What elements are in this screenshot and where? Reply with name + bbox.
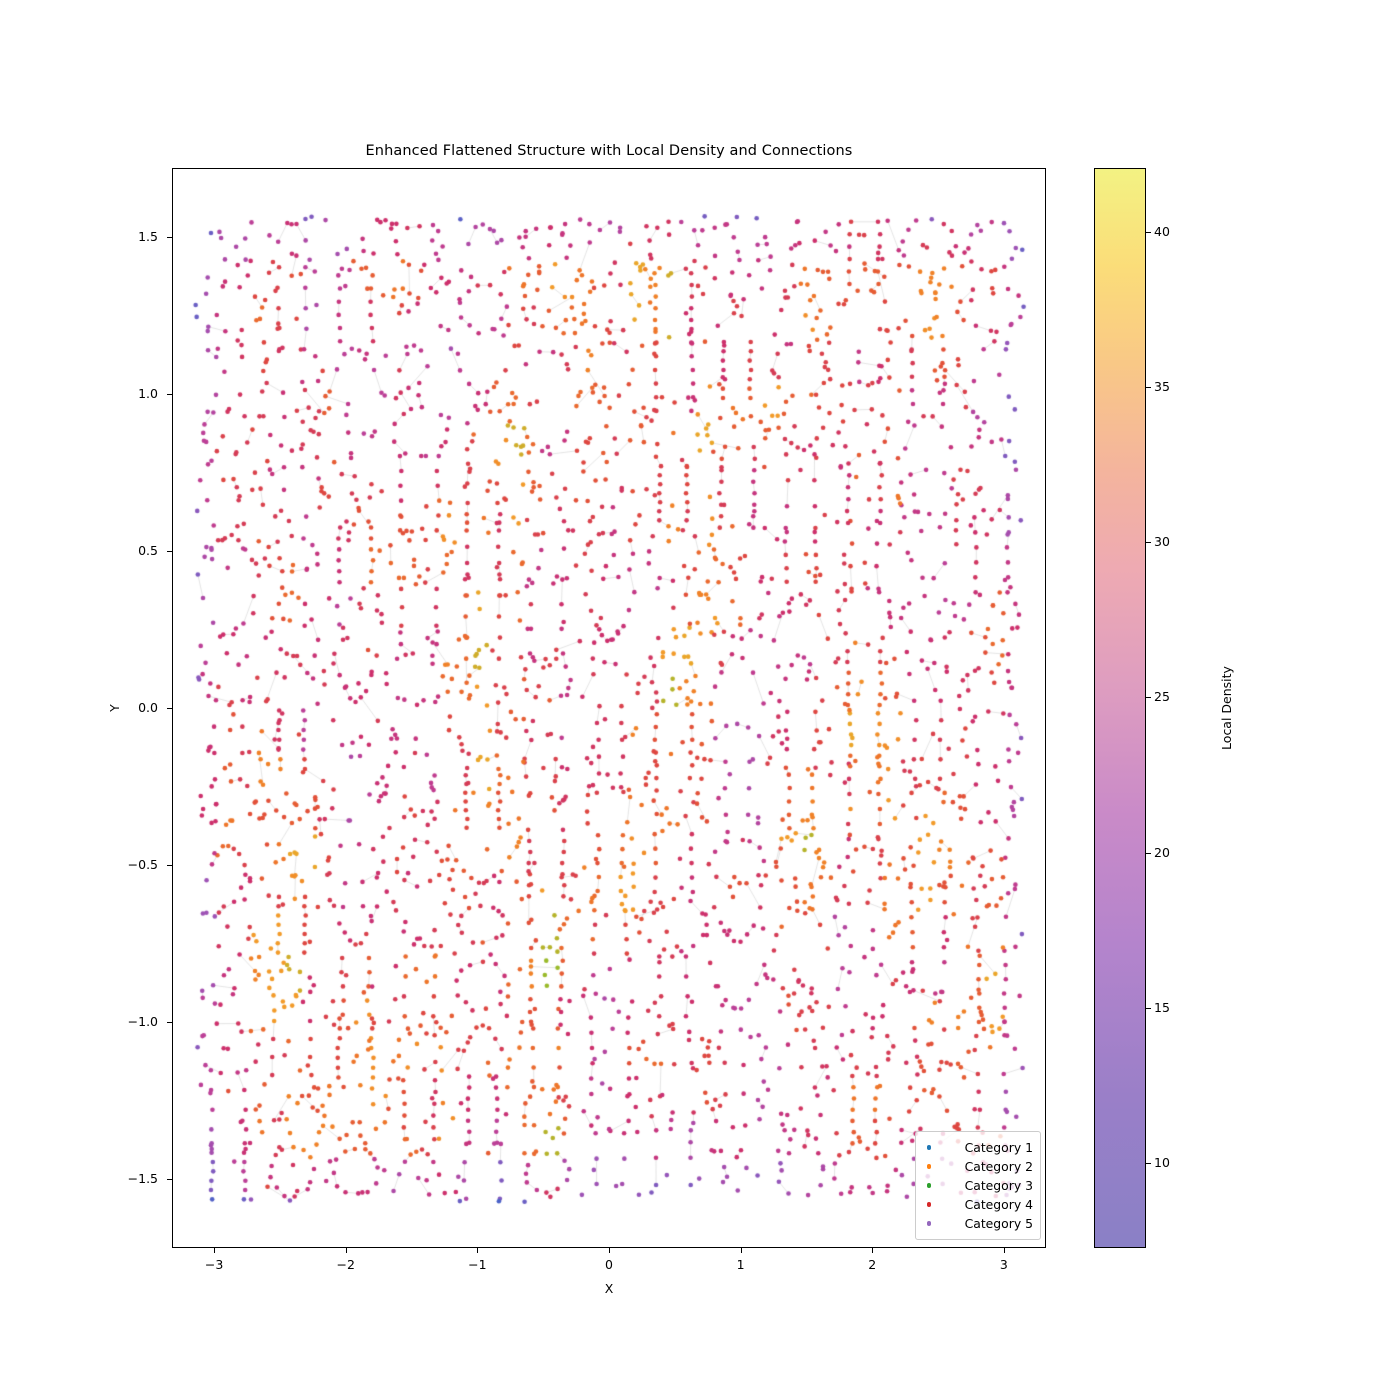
legend-label: Category 2 — [964, 1159, 1033, 1174]
legend-marker-icon — [922, 1202, 936, 1207]
y-tickmark — [167, 708, 172, 709]
y-tickmark — [167, 551, 172, 553]
y-tickmark — [167, 1021, 172, 1023]
colorbar-ticklabel: 20 — [1154, 844, 1170, 860]
colorbar-label: Local Density — [1219, 666, 1234, 750]
y-tickmark — [167, 1178, 172, 1180]
colorbar-ticklabel: 15 — [1154, 999, 1170, 1015]
y-tickmark — [167, 237, 172, 239]
colorbar-ticklabel: 25 — [1154, 689, 1170, 705]
x-tickmark — [740, 1248, 742, 1253]
x-ticklabel: 3 — [999, 1257, 1008, 1272]
colorbar-gradient — [1095, 169, 1145, 1247]
colorbar-ticklabel: 40 — [1154, 223, 1170, 239]
y-ticklabel: −1.5 — [127, 1170, 158, 1186]
colorbar-tickmark — [1146, 852, 1151, 854]
x-ticklabel: 1 — [736, 1257, 745, 1272]
legend[interactable]: Category 1 Category 2 Category 3 Category 4… — [915, 1131, 1041, 1240]
y-tickmark — [167, 394, 172, 396]
y-ticklabel: 0.5 — [138, 543, 158, 559]
x-axis-label: X — [604, 1281, 614, 1296]
x-tickmark — [1003, 1248, 1005, 1253]
colorbar-ticklabel: 10 — [1154, 1154, 1170, 1170]
legend-label: Category 4 — [964, 1197, 1033, 1212]
colorbar-tickmark — [1146, 231, 1151, 233]
x-ticklabel: −3 — [204, 1257, 224, 1272]
legend-label: Category 3 — [964, 1178, 1033, 1193]
colorbar-tickmark — [1146, 697, 1151, 699]
legend-marker-icon — [922, 1164, 936, 1169]
scatter-points-layer[interactable] — [173, 169, 1045, 1247]
x-ticklabel: 2 — [868, 1257, 877, 1272]
legend-marker-icon — [922, 1145, 936, 1150]
y-ticklabel: 0.0 — [138, 700, 158, 715]
y-axis-label: Y — [107, 704, 122, 712]
colorbar[interactable] — [1094, 168, 1146, 1248]
legend-marker-icon — [922, 1221, 936, 1226]
x-ticklabel: 0 — [605, 1257, 613, 1272]
legend-item-4[interactable]: Category 4 — [922, 1195, 1033, 1214]
y-ticklabel: −0.5 — [127, 856, 158, 872]
colorbar-tickmark — [1146, 542, 1151, 544]
x-tickmark — [872, 1248, 874, 1253]
legend-item-1[interactable]: Category 1 — [922, 1138, 1033, 1157]
y-ticklabel: −1.0 — [127, 1013, 158, 1029]
y-ticklabel: 1.0 — [138, 386, 158, 402]
colorbar-tickmark — [1146, 1162, 1151, 1164]
x-ticklabel: −2 — [336, 1257, 355, 1272]
legend-item-3[interactable]: Category 3 — [922, 1176, 1033, 1195]
x-tickmark — [477, 1248, 479, 1253]
colorbar-tickmark — [1146, 387, 1151, 389]
legend-label: Category 5 — [964, 1216, 1033, 1231]
x-tickmark — [214, 1248, 216, 1253]
x-ticklabel: −1 — [468, 1257, 487, 1272]
colorbar-ticklabel: 35 — [1154, 379, 1170, 395]
legend-label: Category 1 — [964, 1140, 1033, 1155]
colorbar-ticklabel: 30 — [1154, 534, 1170, 550]
y-tickmark — [167, 864, 172, 866]
legend-item-5[interactable]: Category 5 — [922, 1214, 1033, 1233]
legend-marker-icon — [922, 1183, 936, 1188]
legend-item-2[interactable]: Category 2 — [922, 1157, 1033, 1176]
scatter-plot-axes[interactable] — [172, 168, 1046, 1248]
page-title: Enhanced Flattened Structure with Local … — [365, 143, 853, 159]
x-tickmark — [345, 1248, 347, 1253]
y-ticklabel: 1.5 — [138, 229, 158, 245]
x-tickmark — [609, 1248, 610, 1253]
colorbar-tickmark — [1146, 1007, 1151, 1009]
